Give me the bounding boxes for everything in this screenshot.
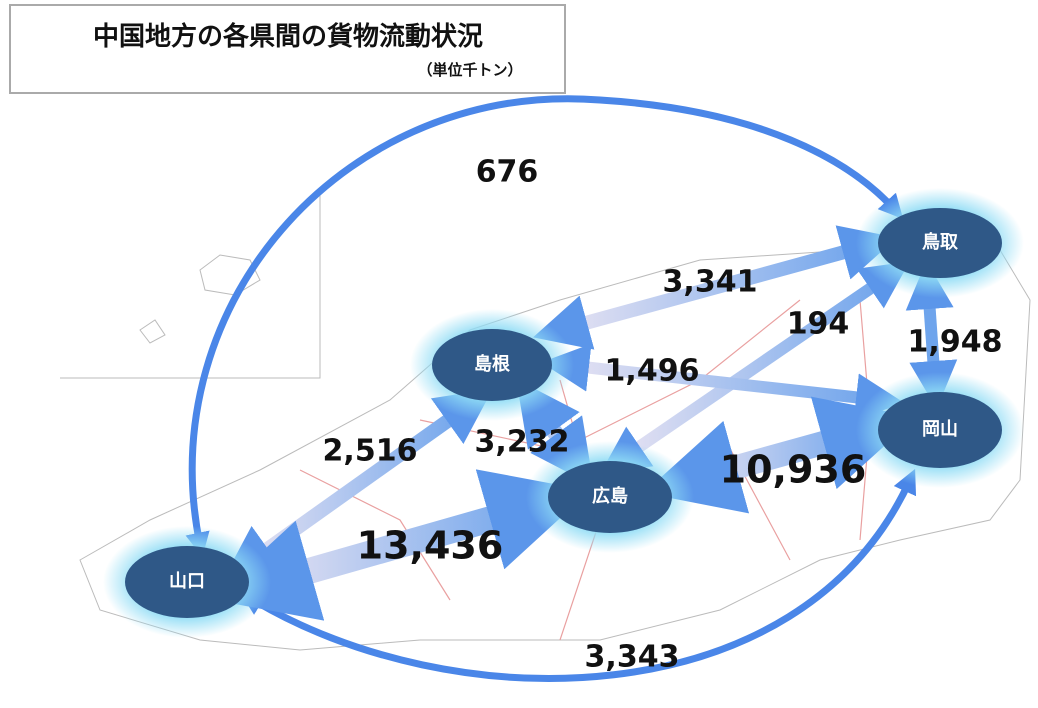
flow-label: 1,496 xyxy=(605,354,700,389)
arrow xyxy=(210,469,590,621)
flow-label: 3,343 xyxy=(585,640,680,675)
flow-label: 3,341 xyxy=(663,265,758,300)
title: 中国地方の各県間の貨物流動状況 xyxy=(93,21,483,52)
node xyxy=(878,392,1002,468)
node-label: 鳥取 xyxy=(922,231,959,253)
node-label: 岡山 xyxy=(922,419,958,440)
node xyxy=(878,208,1002,278)
node-label: 広島 xyxy=(592,485,628,507)
flow-label: 194 xyxy=(787,307,850,342)
flow-label: 2,516 xyxy=(323,434,418,469)
subtitle: （単位千トン） xyxy=(417,61,522,79)
node xyxy=(125,546,249,618)
flow-label: 676 xyxy=(476,155,539,190)
flow-label: 3,232 xyxy=(475,425,570,460)
inset-frame xyxy=(60,190,321,379)
flow-label: 10,936 xyxy=(720,448,867,492)
node-label: 山口 xyxy=(169,571,205,592)
flow-label: 13,436 xyxy=(357,524,504,568)
arrows xyxy=(185,95,958,682)
node-label: 島根 xyxy=(474,353,510,375)
title-box: 中国地方の各県間の貨物流動状況 （単位千トン） xyxy=(9,4,566,94)
arc-arrow xyxy=(185,95,904,558)
node xyxy=(548,461,672,533)
node xyxy=(432,329,552,401)
flow-label: 1,948 xyxy=(908,325,1003,360)
arrow xyxy=(905,261,958,409)
flow-labels: 676 3,341 194 1,948 1,496 2,516 3,232 10… xyxy=(323,155,1003,675)
arc-arrow xyxy=(239,468,917,682)
arrow xyxy=(643,396,917,514)
arrow xyxy=(541,343,904,422)
title-frame xyxy=(9,4,566,94)
